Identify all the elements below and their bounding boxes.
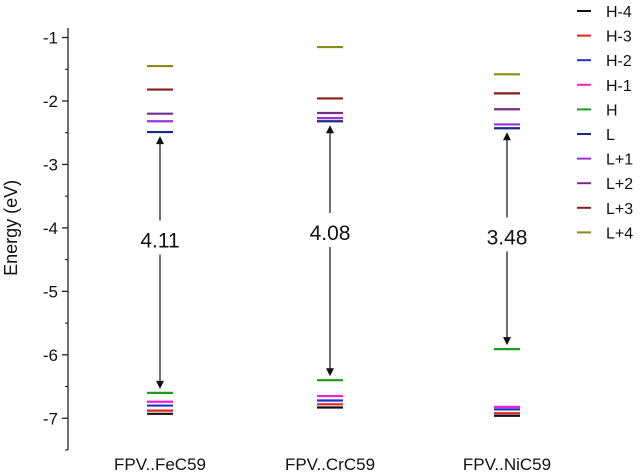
y-tick-label: -7 [43, 409, 58, 428]
legend-label: L+1 [606, 152, 633, 169]
x-category-label: FPV..NiC59 [463, 455, 551, 473]
legend-label: H-1 [606, 78, 632, 95]
legend-label: H-2 [606, 53, 632, 70]
arrow-head [156, 380, 164, 389]
arrow-head [156, 136, 164, 145]
y-tick-label: -3 [43, 155, 58, 174]
y-tick-label: -4 [43, 219, 58, 238]
x-category-label: FPV..CrC59 [285, 455, 375, 473]
gap-value-label: 4.11 [140, 230, 179, 253]
legend-label: L+2 [606, 176, 633, 193]
y-axis-title: Energy (eV) [1, 180, 21, 276]
x-category-label: FPV..FeC59 [114, 455, 206, 473]
gap-value-label: 4.08 [310, 222, 351, 245]
legend-label: H-4 [606, 4, 632, 21]
legend-label: L+4 [606, 225, 633, 242]
arrow-head [326, 368, 334, 377]
legend-label: H-3 [606, 29, 632, 46]
legend-label: L [606, 127, 615, 144]
y-tick-label: -2 [43, 92, 58, 111]
y-tick-label: -5 [43, 282, 58, 301]
gap-value-label: 3.48 [487, 226, 528, 249]
legend-label: L+3 [606, 201, 633, 218]
legend-label: H [606, 102, 618, 119]
y-tick-label: -6 [43, 346, 58, 365]
arrow-head [503, 132, 511, 141]
y-tick-label: -1 [43, 29, 58, 48]
arrow-head [326, 125, 334, 134]
arrow-head [503, 337, 511, 346]
